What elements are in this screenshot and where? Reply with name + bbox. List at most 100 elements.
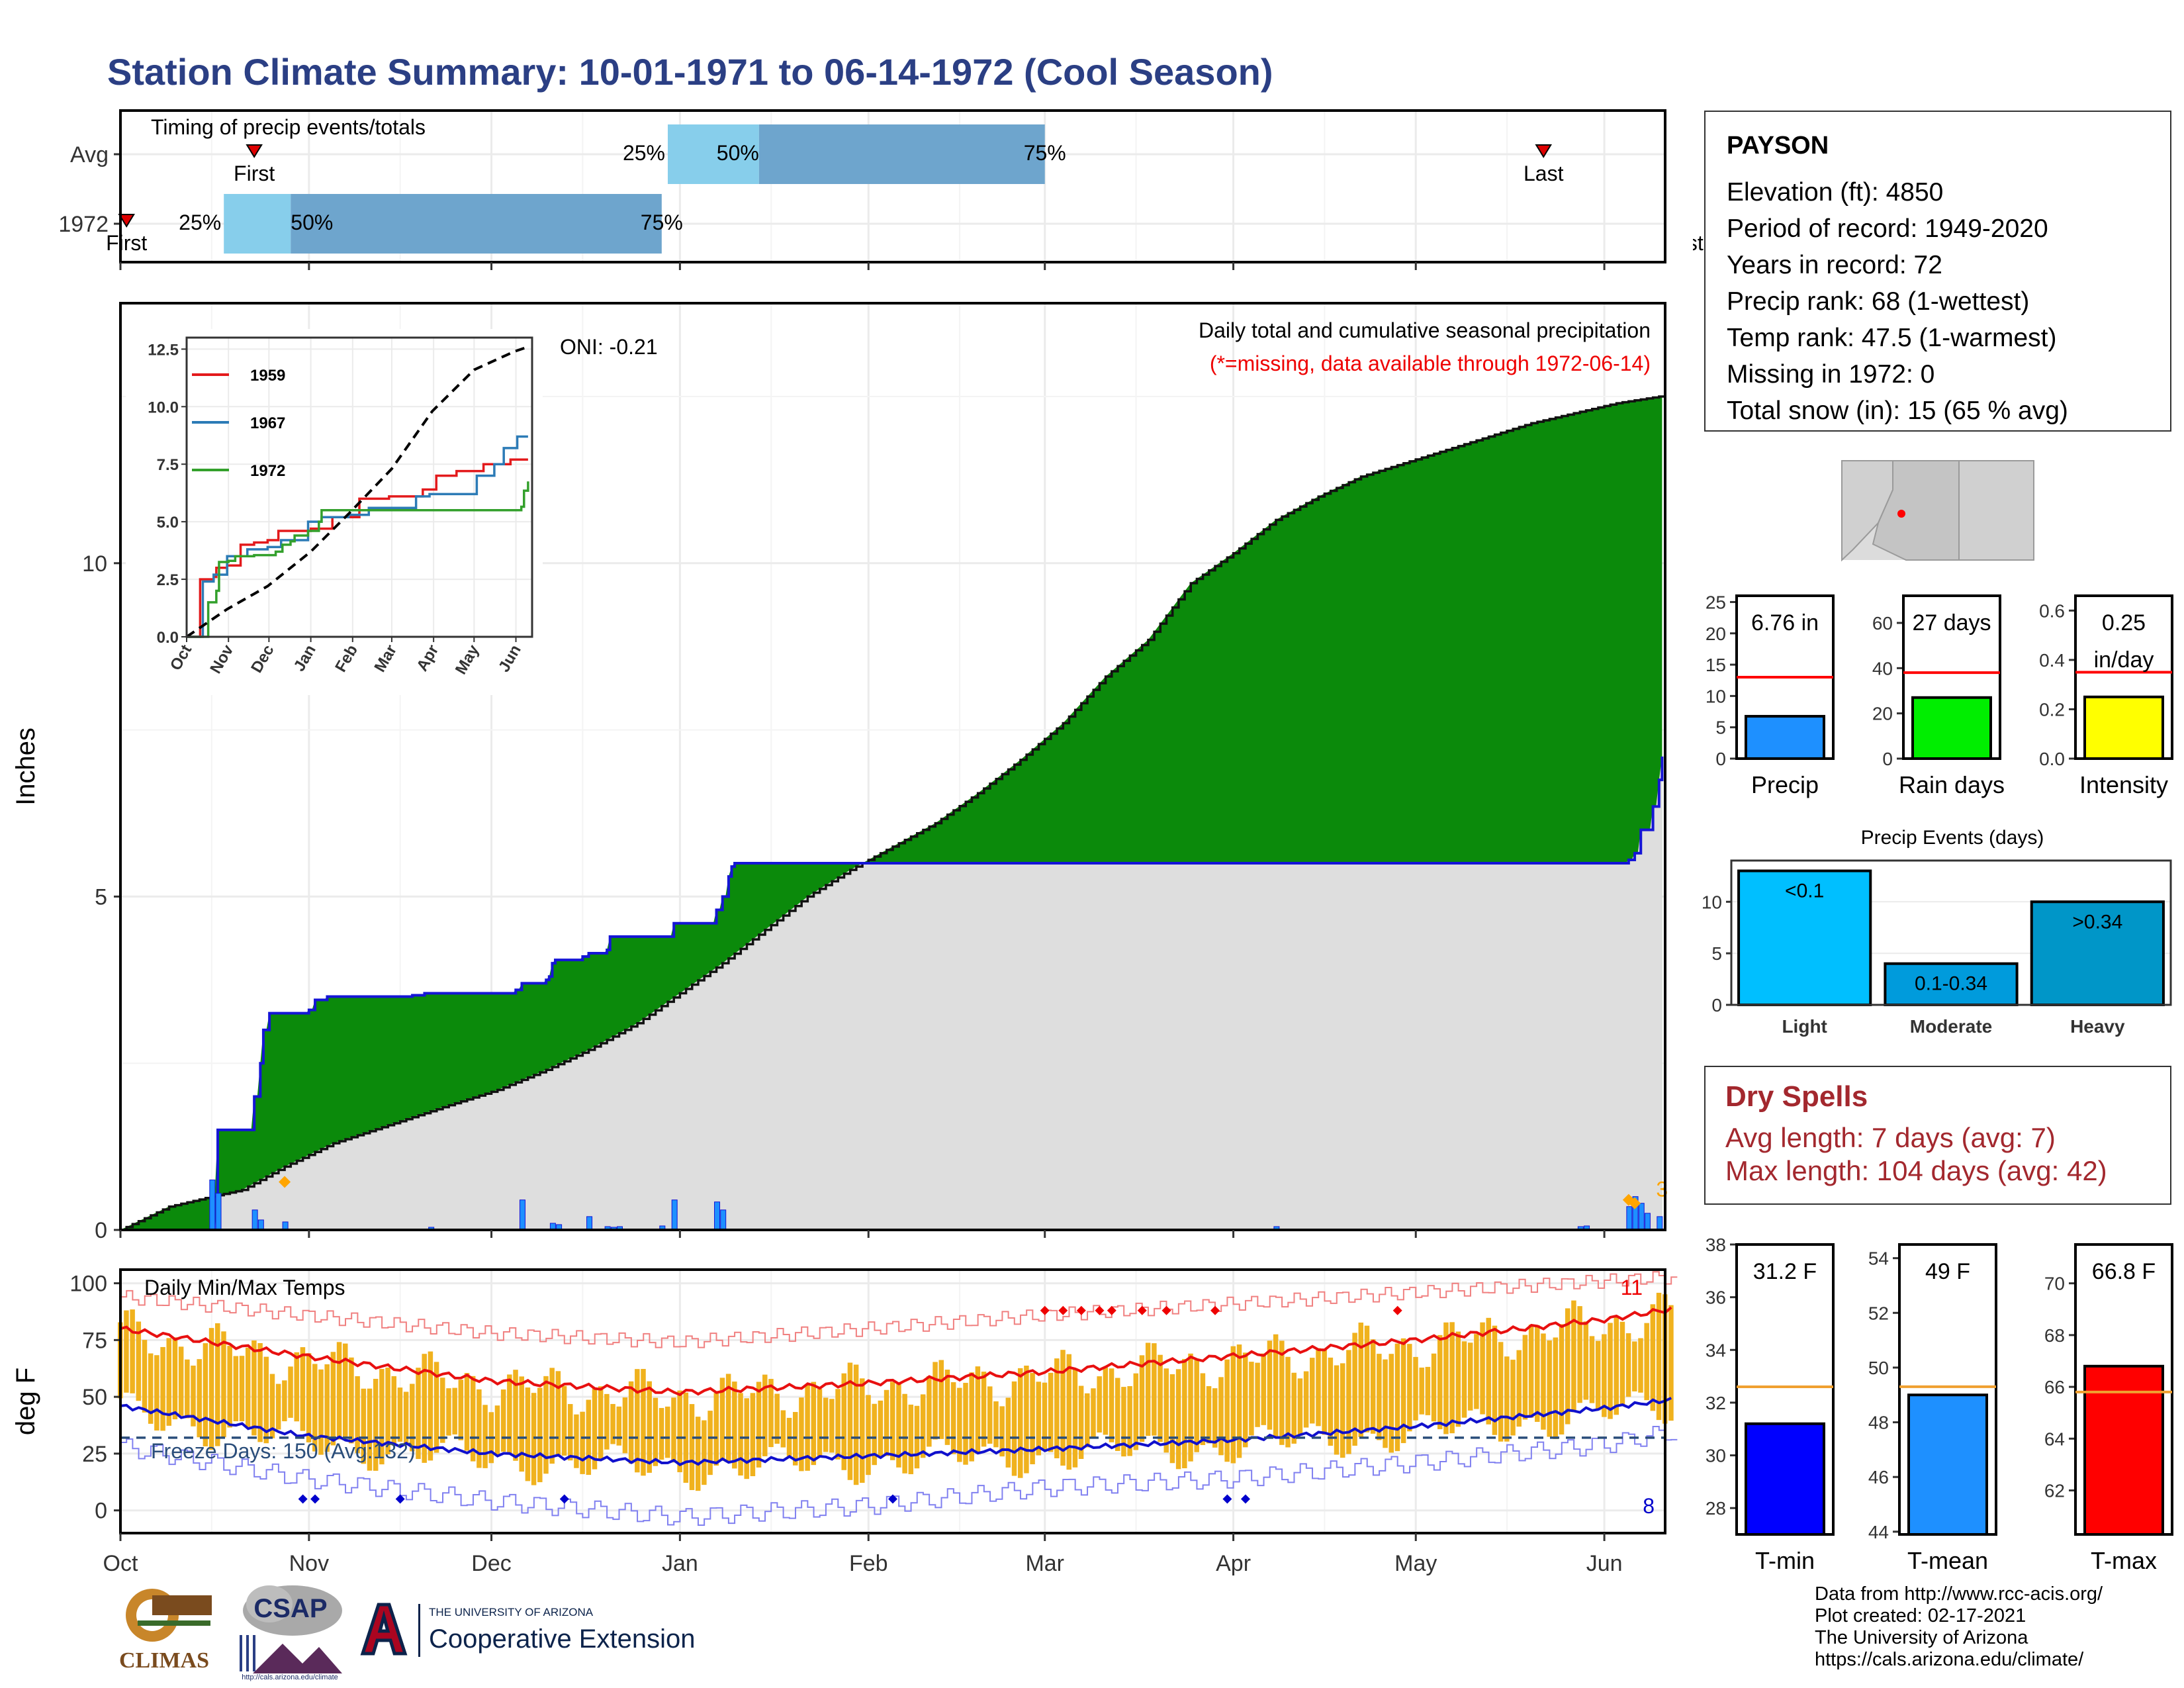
- daily-temp-bar: [1322, 1348, 1327, 1435]
- daily-temp-bar: [604, 1393, 610, 1450]
- x-tick-label: Jun: [1586, 1551, 1623, 1576]
- record-tmax-line: [120, 1271, 1678, 1348]
- daily-temp-bar: [732, 1382, 737, 1469]
- daily-temp-bar: [239, 1356, 245, 1422]
- record-high-marker: [1392, 1305, 1402, 1315]
- daily-temp-bar: [866, 1395, 871, 1476]
- daily-temp-bar: [342, 1343, 348, 1438]
- daily-temp-bar: [1310, 1358, 1315, 1424]
- daily-precip-bar: [209, 1179, 216, 1231]
- daily-temp-bar: [215, 1323, 220, 1446]
- cumulative-y-tick-label: 10: [82, 551, 107, 577]
- inset-y-tick-label: 0.0: [157, 629, 179, 647]
- daily-temp-bar: [1638, 1338, 1643, 1393]
- daily-temp-bar: [817, 1389, 823, 1458]
- summary-y-tick-label: 0.6: [2039, 600, 2065, 621]
- daily-temp-bar: [1449, 1322, 1455, 1434]
- daily-temp-bar: [1547, 1340, 1552, 1437]
- x-tick-label: Apr: [1216, 1551, 1251, 1576]
- summary-y-tick-label: 46: [1868, 1467, 1889, 1487]
- daily-temp-bar: [1577, 1306, 1582, 1403]
- summary-y-tick-label: 36: [1706, 1288, 1726, 1308]
- precip-events-y-tick-label: 10: [1702, 892, 1722, 912]
- precip-events-frame: [1730, 859, 2172, 1006]
- daily-temp-bar: [1455, 1331, 1461, 1427]
- daily-temp-bar: [944, 1370, 950, 1445]
- daily-temp-bar: [1632, 1341, 1637, 1391]
- record-low-count: 8: [1643, 1494, 1655, 1518]
- freeze-days-label: Freeze Days: 150 (Avg:132): [151, 1439, 416, 1463]
- summary-value-bar: [1745, 1422, 1825, 1536]
- daily-temp-bar: [847, 1362, 853, 1480]
- daily-temp-bar: [1504, 1356, 1510, 1442]
- summary-y-tick-label: 10: [1706, 686, 1726, 706]
- daily-temp-bar: [294, 1352, 299, 1422]
- daily-temp-bar: [433, 1362, 439, 1453]
- cumulative-title: Daily total and cumulative seasonal prec…: [1199, 318, 1651, 342]
- record-low-marker: [1222, 1494, 1232, 1504]
- daily-temp-bar: [890, 1382, 895, 1460]
- timing-frame: [119, 109, 1666, 263]
- summary-y-tick-label: 44: [1868, 1522, 1889, 1542]
- daily-temp-bar: [1498, 1342, 1504, 1442]
- daily-temp-bar: [805, 1384, 810, 1471]
- daily-temp-bar: [707, 1411, 713, 1476]
- daily-temp-bar: [1346, 1350, 1351, 1454]
- credit-line: The University of Arizona: [1815, 1627, 2028, 1648]
- daily-temp-bar: [1431, 1353, 1437, 1422]
- temps-frame: [119, 1268, 1666, 1534]
- credit-line: Plot created: 02-17-2021: [1815, 1605, 2026, 1626]
- daily-temp-bar: [1383, 1359, 1388, 1448]
- summary-y-tick-label: 32: [1706, 1393, 1726, 1413]
- ua-logo: THE UNIVERSITY OF ARIZONA Cooperative Ex…: [357, 1601, 748, 1667]
- daily-temp-bar: [543, 1376, 549, 1474]
- inset-series-line: [185, 346, 529, 638]
- daily-temp-bar: [1097, 1376, 1102, 1433]
- record-low-marker: [1240, 1494, 1250, 1504]
- daily-temp-bar: [1017, 1368, 1023, 1478]
- timing-q75-label: 75%: [641, 211, 683, 234]
- summary-x-label: T-min: [1755, 1547, 1815, 1574]
- record-high-marker: [1076, 1305, 1086, 1315]
- daily-temp-bar: [422, 1354, 427, 1463]
- temps-y-tick-label: 0: [95, 1499, 107, 1524]
- cumulative-frame: [119, 302, 1666, 1231]
- daily-temp-bar: [1443, 1322, 1449, 1434]
- station-info-line: Temp rank: 47.5 (1-warmest): [1727, 324, 2057, 352]
- timing-first-marker: [246, 144, 263, 158]
- daily-temp-bar: [1261, 1353, 1267, 1425]
- daily-temp-bar: [920, 1394, 926, 1458]
- inset-y-tick-label: 12.5: [148, 341, 179, 359]
- daily-temp-bar: [1230, 1346, 1236, 1464]
- daily-temp-bar: [555, 1371, 561, 1457]
- daily-temp-bar: [1571, 1300, 1576, 1413]
- summary-y-tick-label: 0: [1882, 749, 1893, 769]
- summary-x-label: Precip: [1751, 771, 1819, 798]
- daily-temp-bar: [1267, 1340, 1273, 1430]
- daily-temp-bar: [1467, 1342, 1473, 1411]
- normal-cumulative-line: [120, 395, 1665, 1231]
- daily-temp-bar: [592, 1388, 598, 1470]
- daily-temp-bar: [993, 1401, 999, 1448]
- daily-temp-bar: [1316, 1348, 1321, 1427]
- daily-temp-bar: [1133, 1373, 1139, 1450]
- summary-value-bar: [1911, 696, 1992, 760]
- station-info-line: Period of record: 1949-2020: [1727, 214, 2048, 243]
- timing-title: Timing of precip events/totals: [151, 115, 426, 139]
- daily-temp-bar: [835, 1389, 841, 1460]
- daily-temp-bar: [1054, 1358, 1060, 1458]
- daily-temp-bar: [494, 1405, 500, 1456]
- daily-temp-bar: [203, 1343, 208, 1446]
- daily-temp-bar: [641, 1368, 646, 1476]
- daily-temp-bar: [1486, 1317, 1492, 1425]
- daily-temp-bar: [1352, 1333, 1357, 1446]
- daily-temp-bar: [713, 1393, 719, 1466]
- daily-temp-bar: [513, 1370, 518, 1461]
- timing-bar-q50-q75: [758, 124, 1045, 184]
- daily-temp-bar: [1425, 1366, 1431, 1415]
- daily-temp-bar: [610, 1403, 615, 1444]
- temps-y-label: deg F: [11, 1368, 40, 1435]
- observed-cumulative-area: [120, 756, 1662, 1230]
- daily-temp-bar: [1583, 1321, 1589, 1400]
- daily-temp-bar: [367, 1388, 373, 1471]
